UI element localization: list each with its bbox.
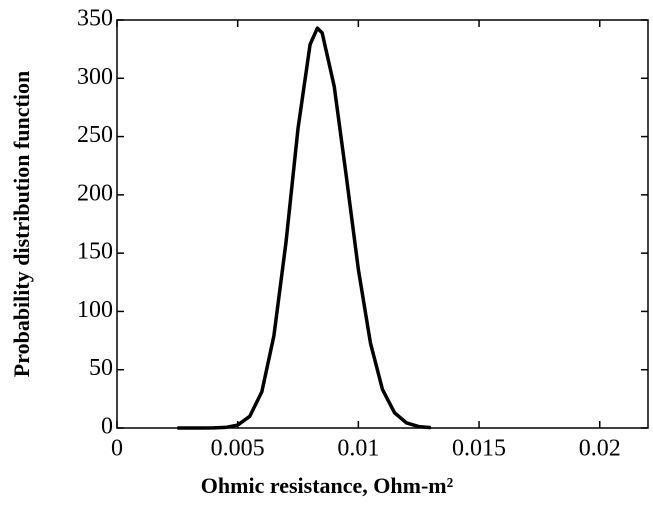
y-tick-label: 200 xyxy=(77,180,113,206)
y-tick-label: 250 xyxy=(77,122,113,148)
x-tick-label: 0.015 xyxy=(452,436,506,462)
y-tick-label: 350 xyxy=(77,6,113,32)
y-tick-label: 0 xyxy=(101,414,113,440)
data-line xyxy=(177,26,431,430)
plot-frame xyxy=(116,19,649,429)
y-tick-label: 50 xyxy=(89,355,113,381)
x-tick-label: 0 xyxy=(111,436,123,462)
x-axis-label: Ohmic resistance, Ohm-m² xyxy=(201,473,454,498)
y-tick-label: 300 xyxy=(77,64,113,90)
x-tick-label: 0.02 xyxy=(579,436,621,462)
y-tick-label: 100 xyxy=(77,297,113,323)
x-tick-label: 0.005 xyxy=(211,436,265,462)
y-tick-label: 150 xyxy=(77,239,113,265)
y-axis-label: Probability distribution function xyxy=(9,71,34,377)
x-tick-label: 0.01 xyxy=(337,436,379,462)
